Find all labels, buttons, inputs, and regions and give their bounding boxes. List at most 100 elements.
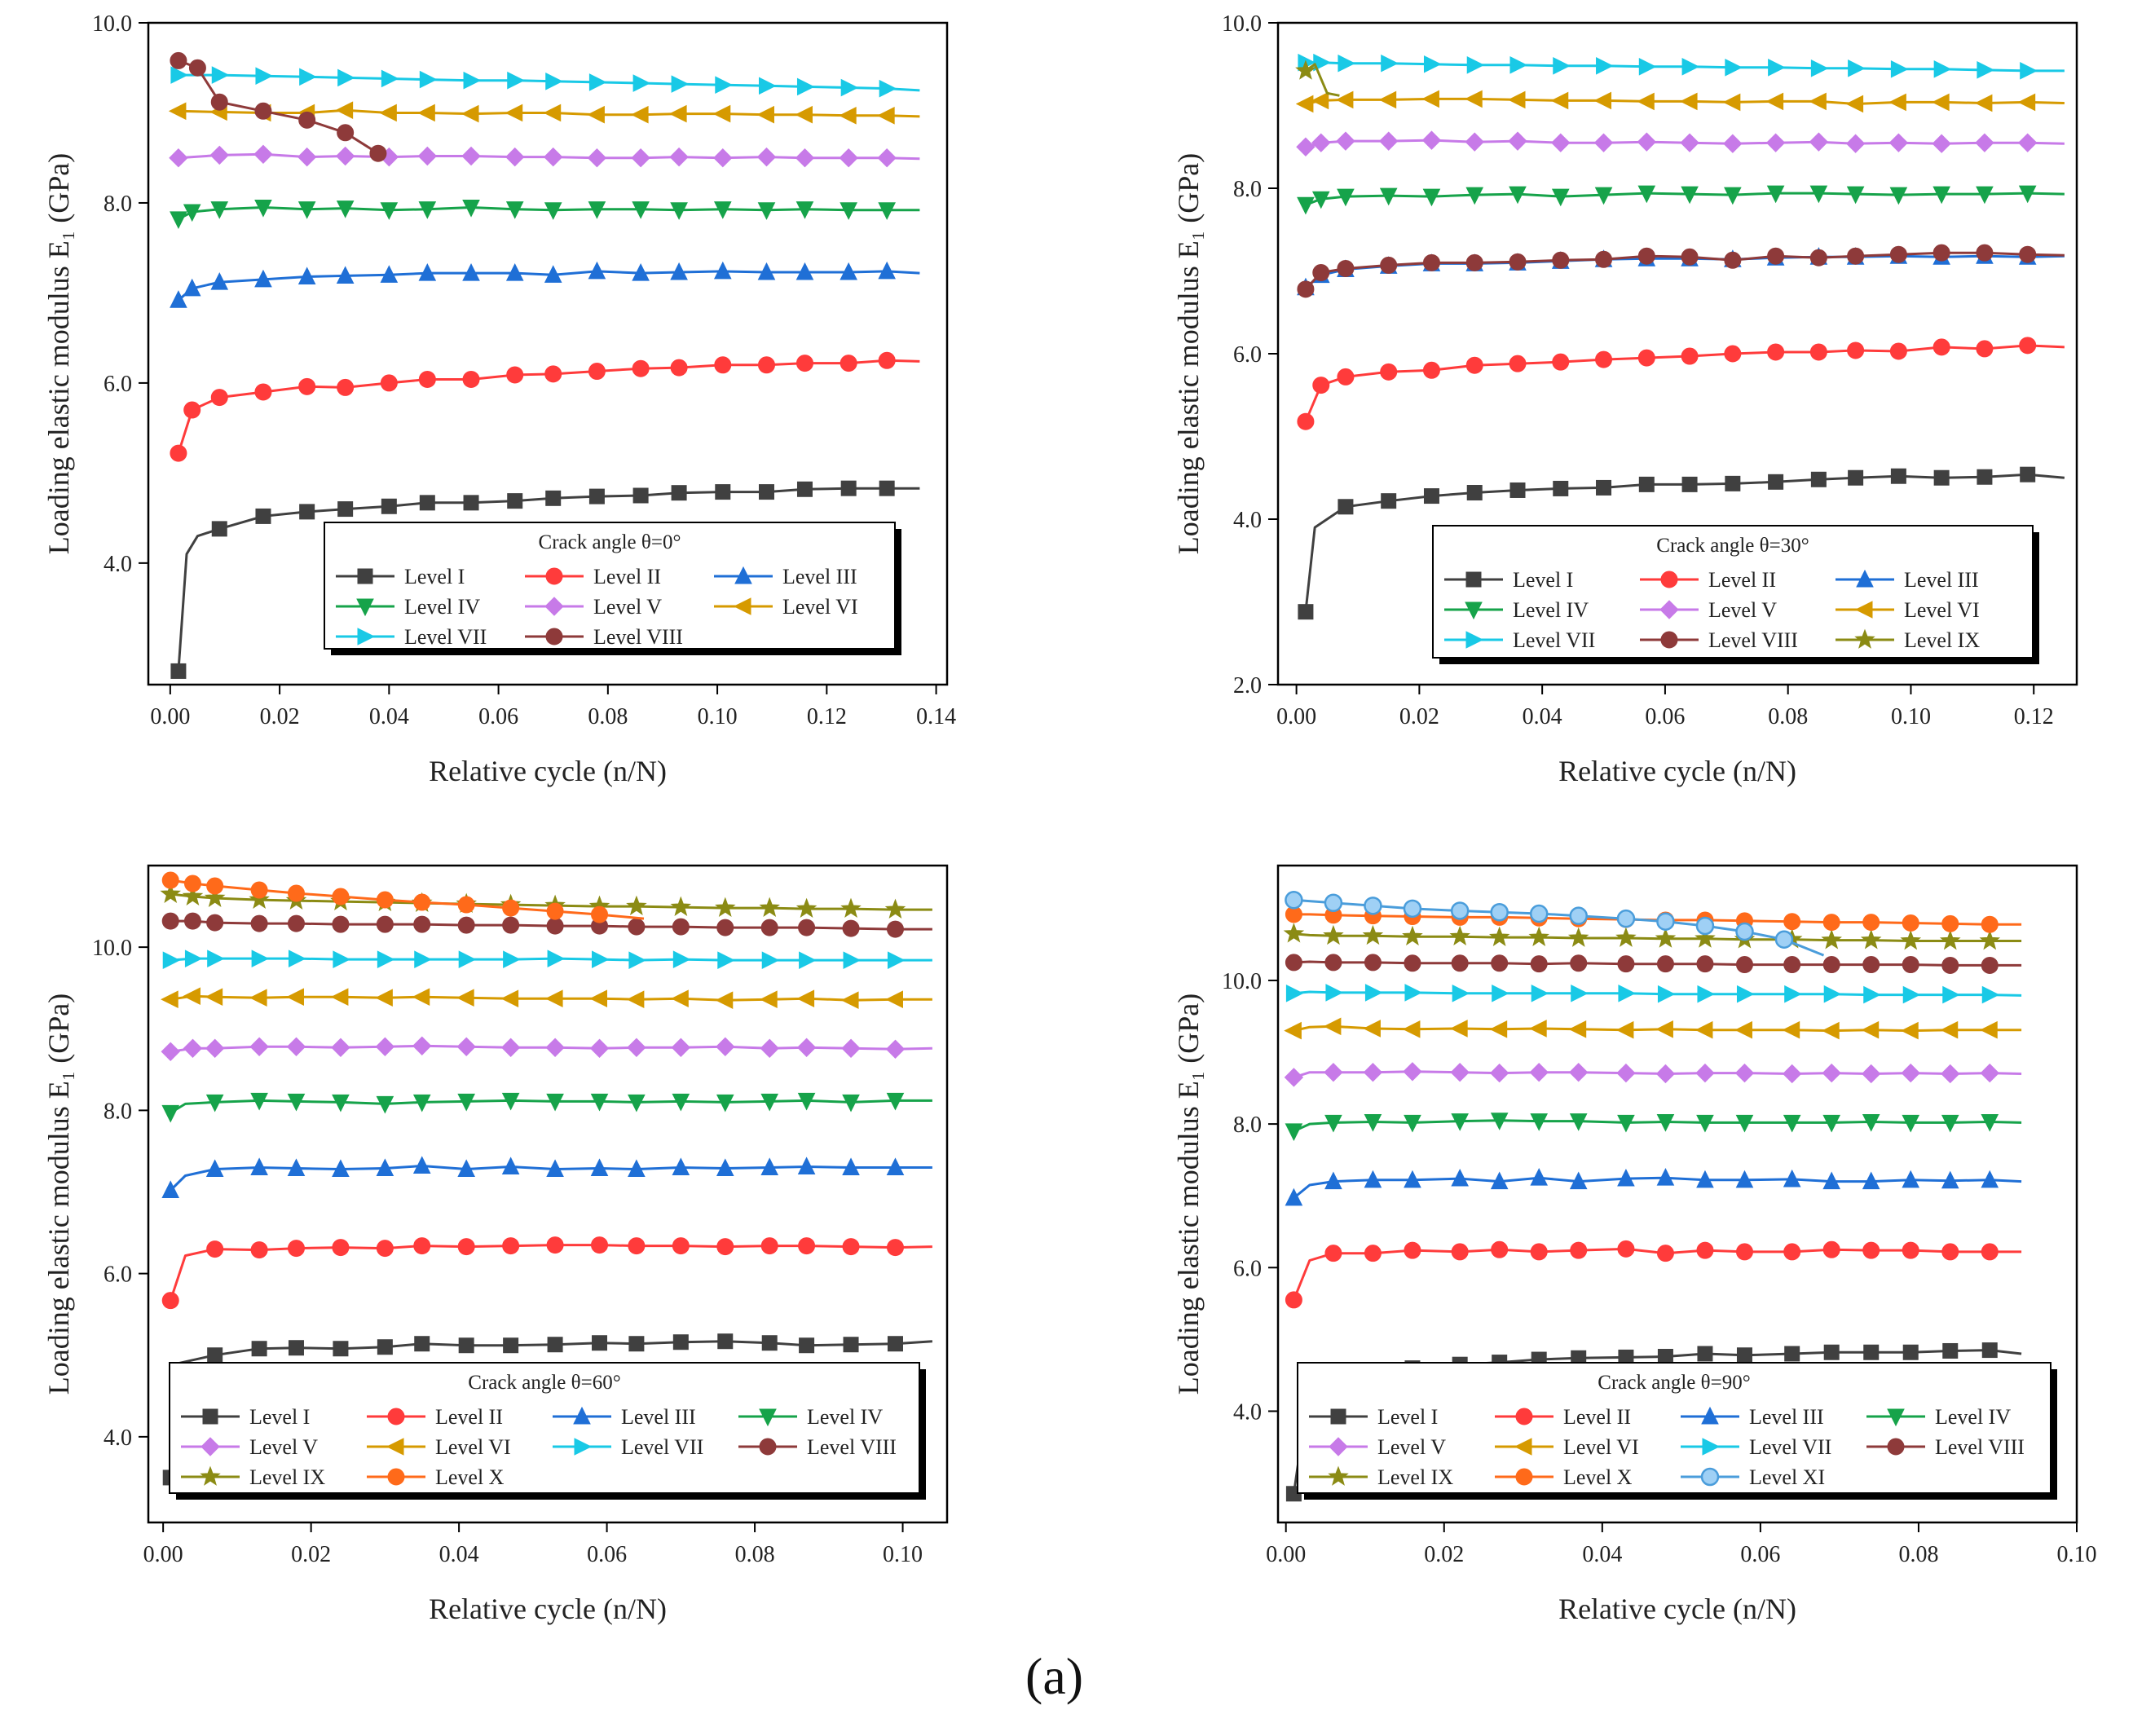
series-line <box>1293 932 2022 942</box>
y-tick-label: 10.0 <box>92 11 132 37</box>
data-point <box>796 1038 817 1057</box>
data-point <box>631 148 650 168</box>
x-axis-label: Relative cycle (n/N) <box>1558 1593 1796 1625</box>
data-point <box>1509 186 1527 205</box>
data-point <box>205 988 223 1007</box>
data-point <box>1980 1020 1998 1039</box>
legend-marker <box>1515 1408 1533 1425</box>
data-point <box>1765 133 1786 152</box>
data-point <box>1981 985 2000 1004</box>
data-point <box>331 1038 350 1057</box>
data-point <box>761 951 780 969</box>
series-level-iv <box>1297 185 2065 215</box>
data-point <box>1491 1240 1509 1258</box>
y-tick-label: 8.0 <box>1233 1113 1262 1138</box>
x-tick-label: 0.06 <box>1645 704 1685 729</box>
data-point <box>1364 1245 1382 1262</box>
x-axis-label: Relative cycle (n/N) <box>429 1593 667 1625</box>
data-point <box>1695 1020 1713 1039</box>
data-point <box>758 484 774 500</box>
data-point <box>1845 134 1866 153</box>
data-point <box>886 920 904 938</box>
data-point <box>588 488 605 504</box>
data-point <box>1452 984 1470 1002</box>
data-point <box>288 1340 304 1356</box>
data-point <box>1979 930 2001 950</box>
data-point <box>1552 353 1570 371</box>
data-point <box>457 1238 475 1256</box>
legend-marker <box>1887 1408 1905 1427</box>
data-point <box>1553 480 1569 496</box>
data-point <box>1637 247 1655 265</box>
data-point <box>1933 60 1952 78</box>
data-point <box>2019 337 2037 355</box>
data-point <box>1381 54 1399 73</box>
data-point <box>161 990 178 1009</box>
legend-item: Level IV <box>336 595 480 619</box>
figure-caption: (a) <box>1025 1647 1084 1705</box>
data-point <box>1618 984 1637 1002</box>
data-point <box>1890 60 1909 78</box>
legend-label: Level VII <box>404 625 487 649</box>
data-point <box>413 893 431 911</box>
data-point <box>250 1092 268 1111</box>
plot-frame <box>1276 864 2078 1524</box>
legend-marker <box>1856 569 1874 588</box>
data-point <box>885 1039 906 1059</box>
data-point <box>1285 1291 1302 1309</box>
data-point <box>1774 930 1794 949</box>
data-point <box>626 895 647 915</box>
data-point <box>1570 1241 1588 1259</box>
data-point <box>716 919 734 936</box>
data-point <box>1784 985 1802 1003</box>
legend-marker <box>1854 628 1875 649</box>
series-line <box>169 1244 932 1302</box>
data-point <box>1976 186 1994 205</box>
data-point <box>1337 259 1355 277</box>
x-tick-label: 0.04 <box>1582 1542 1622 1567</box>
data-point <box>337 378 355 396</box>
legend-label: Level IV <box>404 595 480 619</box>
data-point <box>2017 133 2038 152</box>
data-point <box>170 663 187 679</box>
data-point <box>1488 926 1510 946</box>
data-point <box>417 104 435 122</box>
data-point <box>1509 55 1528 74</box>
data-point <box>544 265 562 283</box>
data-point <box>887 1336 903 1352</box>
legend-marker <box>1465 571 1482 588</box>
data-point <box>287 1093 306 1112</box>
data-point <box>251 950 270 967</box>
data-point <box>1981 1342 1998 1359</box>
data-point <box>380 265 399 283</box>
legend-marker <box>574 1438 593 1456</box>
x-tick-label: 0.00 <box>1266 1542 1306 1567</box>
data-point <box>1939 930 1961 950</box>
data-point <box>1569 1171 1588 1190</box>
data-point <box>795 201 814 219</box>
data-point <box>1507 90 1526 109</box>
data-point <box>1422 253 1440 271</box>
legend-marker <box>1701 1406 1719 1425</box>
data-point <box>1734 1063 1755 1083</box>
chart-panel-2: 0.00 0.02 0.04 0.06 0.08 0.10 0.12 2.0 4.0 6.0 8.0… <box>1172 11 2078 787</box>
data-point <box>715 484 731 500</box>
data-point <box>369 144 387 162</box>
data-point <box>841 1038 861 1058</box>
data-point <box>418 263 437 281</box>
legend-marker <box>202 1408 218 1425</box>
legend-item: Level VI <box>714 595 858 619</box>
series-level-v <box>169 144 920 168</box>
data-point <box>251 1341 267 1357</box>
data-point <box>1324 893 1343 913</box>
data-point <box>287 884 305 902</box>
data-point <box>1312 377 1330 394</box>
data-point <box>1465 132 1484 152</box>
data-point <box>288 950 306 967</box>
plot-area <box>1283 891 2022 1502</box>
data-point <box>255 508 271 524</box>
data-point <box>1311 191 1330 209</box>
data-point <box>1335 90 1354 109</box>
data-point <box>545 490 562 506</box>
data-point <box>1767 343 1785 361</box>
